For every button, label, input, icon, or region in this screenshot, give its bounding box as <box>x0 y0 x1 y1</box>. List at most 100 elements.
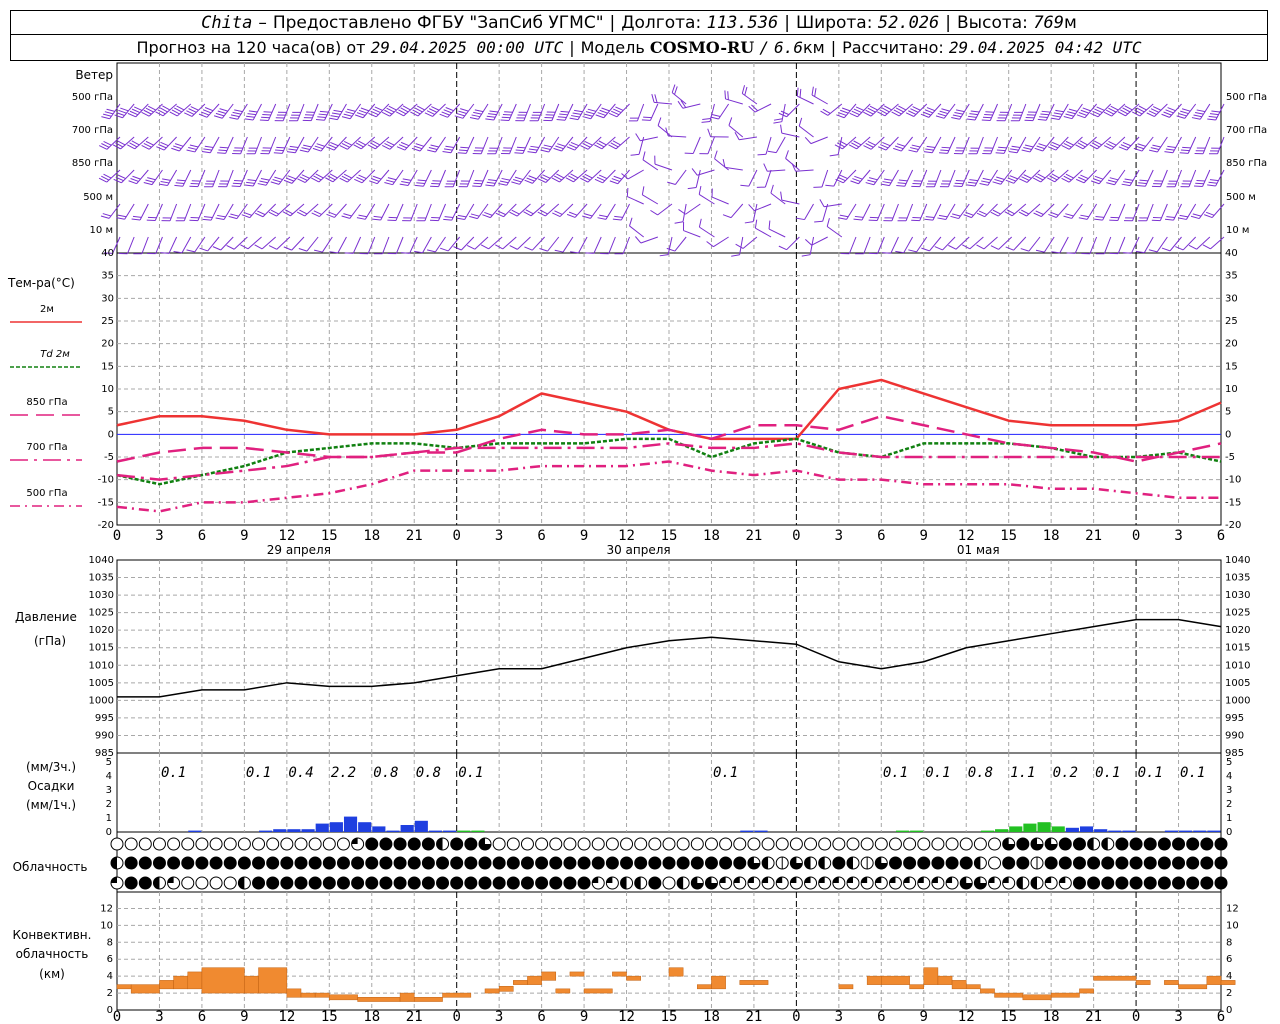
temp-ytick-right: -20 <box>1225 520 1241 531</box>
pressure-ytick-left: 1040 <box>89 555 114 566</box>
cloud-cover-icon <box>563 837 577 851</box>
precip-bar <box>995 829 1009 832</box>
hour-label-mid: 0 <box>452 528 460 544</box>
cloud-cover-icon <box>1129 856 1143 870</box>
cloud-cover-icon <box>351 837 365 851</box>
wind-barb <box>259 103 277 121</box>
wind-barb <box>186 236 206 253</box>
cloud-cover-icon <box>577 876 591 890</box>
precip-bar <box>386 830 400 832</box>
wind-barb <box>341 203 362 219</box>
cloud-cover-icon <box>988 856 1002 870</box>
wind-barb <box>628 103 645 122</box>
cloud-cover-icon <box>365 876 379 890</box>
wind-barb <box>1179 136 1197 154</box>
precip-bar <box>188 830 202 832</box>
wind-barb <box>430 203 446 222</box>
wind-barb <box>359 236 376 255</box>
cloud-cover-icon <box>945 856 959 870</box>
cloud-cover-icon <box>1186 876 1200 890</box>
hour-label-mid: 6 <box>198 528 206 544</box>
cloud-cover-icon <box>1058 856 1072 870</box>
precip-3h-label: 0.1 <box>1138 765 1163 781</box>
wind-barb <box>600 236 616 255</box>
precip-bar <box>1051 826 1065 832</box>
cloud-cover-icon <box>704 876 718 890</box>
cloud-cover-icon <box>464 876 478 890</box>
cloud-cover-icon <box>648 837 662 851</box>
hour-label-bottom: 0 <box>452 1009 460 1024</box>
wind-barb <box>424 103 446 117</box>
cloud-cover-icon <box>648 876 662 890</box>
wind-barb <box>1035 236 1055 253</box>
cloud-cover-icon <box>110 837 124 851</box>
precip-bar <box>1122 830 1136 832</box>
header-station-line: Chita – Предоставлено ФГБУ "ЗапСиб УГМС"… <box>10 10 1268 35</box>
conv-segment <box>1079 988 1094 994</box>
wind-barb <box>401 236 418 254</box>
wind-barb <box>691 168 715 176</box>
wind-barb <box>911 169 928 188</box>
pressure-ytick-right: 1005 <box>1225 678 1250 689</box>
wind-barb <box>634 236 659 244</box>
wind-barb <box>921 236 942 252</box>
cloud-cover-icon <box>1072 837 1086 851</box>
precip-ytick-right: 0 <box>1226 827 1232 838</box>
conv-ytick-left: 12 <box>100 903 113 914</box>
conv-ytick-right: 2 <box>1226 988 1232 999</box>
wind-barb <box>240 236 262 250</box>
wind-barb <box>614 236 631 255</box>
wind-barb <box>500 103 517 121</box>
cloud-cover-icon <box>888 876 902 890</box>
wind-barb <box>213 103 234 119</box>
hour-label-mid: 0 <box>113 528 121 544</box>
precip-bar <box>980 830 995 832</box>
precip-bar <box>1207 830 1221 832</box>
pressure-ytick-right: 1015 <box>1225 643 1250 654</box>
cloud-cover-icon <box>605 837 619 851</box>
pressure-ytick-left: 1000 <box>89 695 114 706</box>
wind-barb <box>410 103 432 117</box>
wind-barb <box>629 217 644 238</box>
wind-level-label-right: 500 м <box>1226 192 1256 203</box>
wind-barb <box>878 136 899 151</box>
wind-level-label: 700 гПа <box>72 125 113 136</box>
cloud-cover-icon <box>804 856 818 870</box>
wind-barb <box>597 203 616 220</box>
wind-barb <box>1202 236 1225 250</box>
wind-barb <box>189 169 206 188</box>
conv-segment <box>1220 980 1236 985</box>
precip-3h-label: 0.1 <box>161 765 186 781</box>
wind-barb <box>565 169 588 183</box>
wind-barb <box>939 136 956 154</box>
cloud-cover-icon <box>520 856 534 870</box>
wind-barb <box>113 169 135 184</box>
cloud-cover-icon <box>152 876 166 890</box>
wind-barb <box>1010 103 1027 122</box>
cloud-cover-icon <box>620 856 634 870</box>
wind-barb <box>699 136 715 155</box>
hour-label-bottom: 9 <box>580 1009 588 1024</box>
wind-barb <box>711 188 729 205</box>
computed-label: Рассчитано: <box>842 38 944 57</box>
pressure-ytick-right: 1000 <box>1225 695 1250 706</box>
temp-ytick-right: 40 <box>1225 248 1238 259</box>
cloud-cover-icon <box>1172 837 1186 851</box>
cloud-cover-icon <box>393 837 407 851</box>
conv-segment <box>668 967 684 977</box>
wind-barb <box>1037 103 1055 121</box>
wind-barb <box>744 203 758 224</box>
wind-barb <box>566 136 588 151</box>
wind-title: Ветер <box>75 68 113 82</box>
temp-ytick-right: 30 <box>1225 293 1238 304</box>
cloud-cover-icon <box>1129 876 1143 890</box>
wind-barb <box>495 236 517 250</box>
wind-barb <box>426 236 446 253</box>
wind-barb <box>1089 136 1112 150</box>
wind-barb <box>523 203 545 217</box>
precip-bar <box>1079 826 1094 832</box>
wind-barb <box>313 236 333 253</box>
wind-barb <box>666 236 687 252</box>
pressure-ytick-left: 1015 <box>89 643 114 654</box>
cloud-cover-icon <box>407 876 421 890</box>
